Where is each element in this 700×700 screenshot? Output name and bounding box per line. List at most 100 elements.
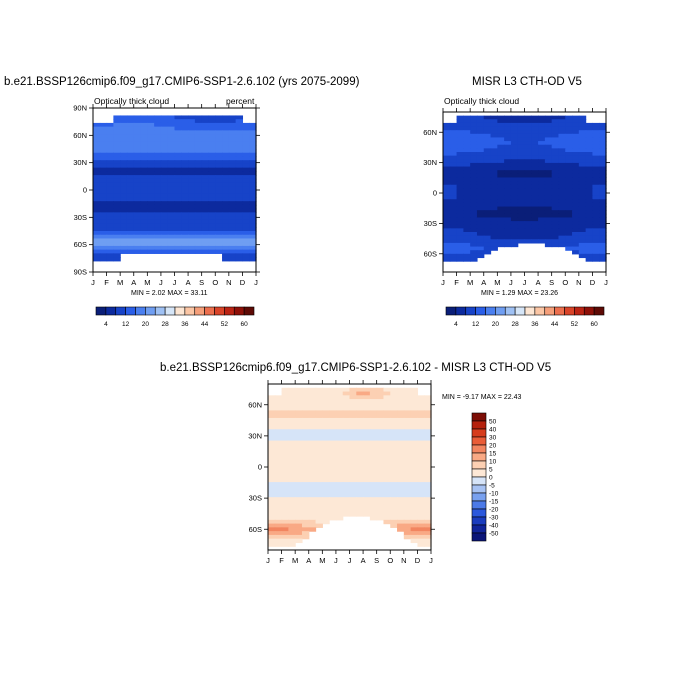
heatmap-cell — [524, 159, 532, 164]
heatmap-cell — [524, 181, 532, 186]
heatmap-cell — [376, 500, 385, 506]
heatmap-cell — [93, 141, 101, 146]
heatmap-cell — [369, 440, 378, 445]
heatmap-cell — [397, 414, 405, 419]
heatmap-cell — [99, 242, 108, 247]
heatmap-cell — [510, 141, 519, 146]
heatmap-cell — [449, 246, 458, 251]
heatmap-cell — [140, 178, 148, 184]
heatmap-cell — [249, 156, 257, 161]
heatmap-cell — [417, 527, 425, 532]
x-tick-label: O — [387, 556, 393, 565]
heatmap-cell — [274, 421, 283, 427]
heatmap-cell — [349, 387, 357, 393]
heatmap-cell — [295, 421, 303, 427]
heatmap-cell — [242, 190, 250, 195]
heatmap-cell — [208, 219, 216, 225]
heatmap-cell — [208, 201, 216, 206]
heatmap-cell — [369, 425, 378, 430]
heatmap-cell — [449, 250, 458, 255]
heatmap-cell — [140, 216, 148, 221]
heatmap-cell — [463, 242, 471, 248]
heatmap-cell — [443, 235, 451, 240]
heatmap-cell — [342, 448, 351, 453]
heatmap-cell — [390, 508, 398, 513]
colorbar-box — [485, 306, 496, 316]
heatmap-cell — [126, 130, 135, 135]
heatmap-cell — [476, 202, 485, 208]
heatmap-cell — [363, 387, 371, 393]
heatmap-cell — [558, 181, 566, 186]
heatmap-cell — [154, 245, 162, 251]
heatmap-cell — [510, 192, 519, 197]
heatmap-cell — [397, 516, 405, 521]
heatmap-cell — [544, 137, 553, 142]
heatmap-cell — [383, 410, 391, 415]
heatmap-cell — [572, 119, 580, 124]
heatmap-cell — [235, 130, 244, 135]
heatmap-cell — [476, 224, 485, 229]
heatmap-cell — [274, 485, 283, 491]
heatmap-cell — [397, 399, 405, 404]
y-tick-label: 60N — [248, 400, 262, 409]
heatmap-cell — [174, 227, 182, 232]
heatmap-cell — [578, 166, 587, 171]
heatmap-cell — [383, 478, 391, 483]
heatmap-cell — [188, 234, 196, 240]
heatmap-cell — [510, 181, 519, 186]
heatmap-cell — [315, 470, 323, 476]
heatmap-cell — [504, 224, 512, 229]
heatmap-cell — [322, 448, 330, 453]
heatmap-cell — [133, 182, 142, 187]
heatmap-cell — [228, 178, 237, 184]
heatmap-cell — [154, 163, 162, 169]
heatmap-cell — [222, 216, 230, 221]
heatmap-cell — [551, 122, 560, 128]
heatmap-cell — [424, 542, 432, 547]
heatmap-cell — [268, 512, 276, 517]
heatmap-cell — [476, 228, 485, 233]
heatmap-cell — [194, 245, 203, 251]
heatmap-cell — [517, 130, 526, 135]
heatmap-cell — [133, 212, 142, 217]
heatmap-cell — [558, 221, 566, 226]
heatmap-cell — [188, 216, 196, 221]
heatmap-cell — [133, 126, 142, 131]
heatmap-cell — [410, 444, 419, 449]
heatmap-cell — [228, 119, 237, 124]
heatmap-cell — [470, 144, 478, 149]
heatmap-cell — [194, 204, 203, 210]
heatmap-cell — [599, 206, 607, 211]
heatmap-cell — [565, 206, 573, 211]
heatmap-cell — [235, 190, 244, 195]
heatmap-cell — [342, 478, 351, 483]
heatmap-cell — [215, 197, 223, 202]
heatmap-cell — [363, 504, 371, 510]
heatmap-cell — [524, 202, 532, 208]
heatmap-cell — [301, 399, 310, 404]
heatmap-cell — [281, 531, 289, 536]
heatmap-cell — [585, 170, 594, 175]
heatmap-cell — [524, 152, 532, 157]
heatmap-cell — [288, 527, 296, 532]
heatmap-cell — [558, 199, 566, 204]
x-tick-label: J — [266, 556, 270, 565]
heatmap-cell — [483, 206, 492, 211]
heatmap-cell — [181, 216, 189, 221]
heatmap-cell — [201, 160, 210, 165]
heatmap-cell — [222, 122, 230, 128]
colorbar-label: 12 — [472, 321, 480, 328]
heatmap-cell — [376, 489, 385, 495]
heatmap-cell — [483, 228, 492, 233]
heatmap-cell — [470, 162, 478, 168]
heatmap-cell — [249, 160, 257, 165]
heatmap-cell — [126, 223, 135, 228]
heatmap-cell — [288, 478, 296, 483]
heatmap-cell — [208, 141, 216, 146]
heatmap-cell — [268, 519, 276, 525]
heatmap-cell — [188, 130, 196, 135]
heatmap-cell — [322, 497, 330, 502]
heatmap-cell — [565, 224, 573, 229]
heatmap-cell — [188, 137, 196, 143]
heatmap-cell — [504, 148, 512, 153]
